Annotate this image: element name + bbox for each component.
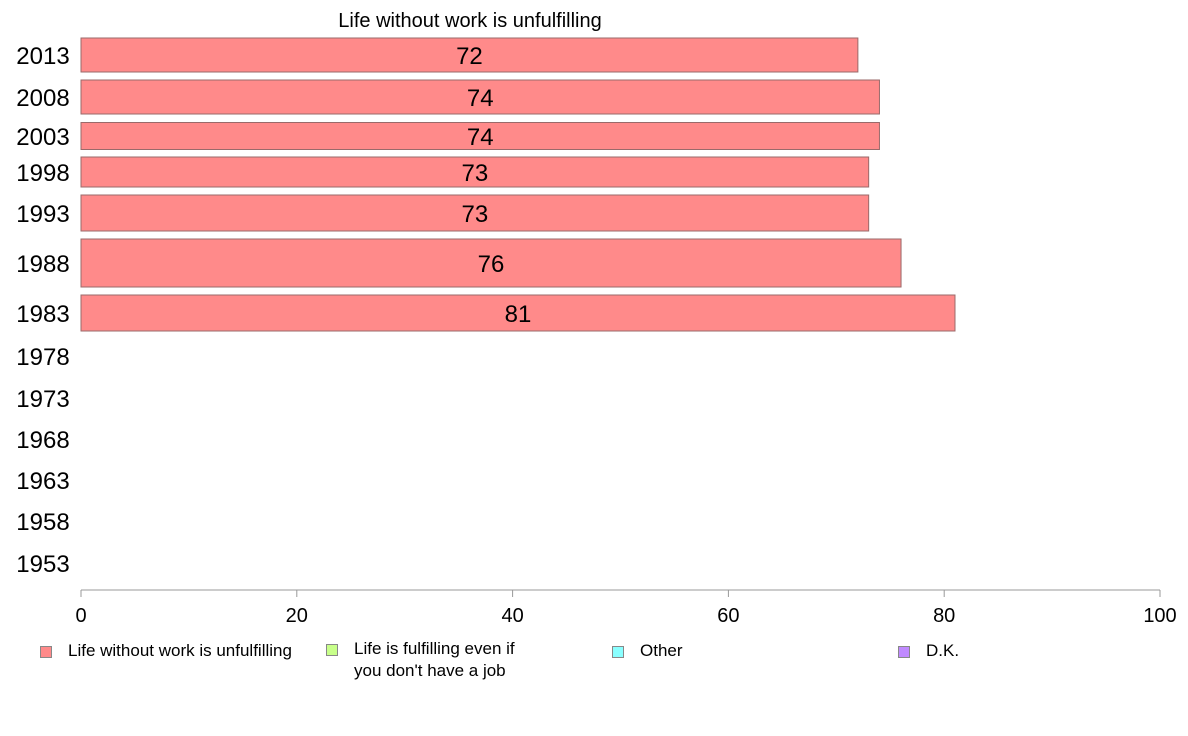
bar-2003 xyxy=(80,122,880,150)
bar-1993 xyxy=(80,194,870,232)
x-tick-label-100: 100 xyxy=(1143,605,1176,627)
bar-value-label-1993: 73 xyxy=(461,201,488,228)
bar-2008 xyxy=(80,79,880,115)
year-label-2003: 2003 xyxy=(16,124,69,151)
bar-value-label-1998: 73 xyxy=(461,160,488,187)
bar-value-label-1983: 81 xyxy=(505,301,532,328)
legend-label-dk: D.K. xyxy=(926,641,960,660)
bar-value-label-1988: 76 xyxy=(478,251,505,278)
x-tick-label-80: 80 xyxy=(933,605,955,627)
year-label-1993: 1993 xyxy=(16,201,69,228)
legend-swatch-unfulfilling xyxy=(40,646,52,658)
x-tick-label-20: 20 xyxy=(286,605,308,627)
bar-1988 xyxy=(80,238,902,288)
legend-label-fulfilling: Life is fulfilling even if you don't hav… xyxy=(354,639,515,680)
x-axis: 0 20 40 60 80 100 xyxy=(75,589,1177,627)
year-label-1988: 1988 xyxy=(16,251,69,278)
year-label-1958: 1958 xyxy=(16,509,69,536)
legend-item-other: Other xyxy=(612,640,683,662)
legend-swatch-fulfilling xyxy=(326,644,338,656)
chart-title: Life without work is unfulfilling xyxy=(338,10,601,32)
legend-item-fulfilling: Life is fulfilling even if you don't hav… xyxy=(326,638,515,682)
year-label-1998: 1998 xyxy=(16,160,69,187)
year-label-1983: 1983 xyxy=(16,301,69,328)
bar-1998 xyxy=(80,156,870,188)
legend-swatch-other xyxy=(612,646,624,658)
legend-swatch-dk xyxy=(898,646,910,658)
year-label-2008: 2008 xyxy=(16,85,69,112)
year-label-1968: 1968 xyxy=(16,427,69,454)
legend-label-unfulfilling: Life without work is unfulfilling xyxy=(68,641,292,660)
x-tick-label-60: 60 xyxy=(717,605,739,627)
bar-value-label-2003: 74 xyxy=(467,124,494,151)
year-label-1973: 1973 xyxy=(16,386,69,413)
bar-2013 xyxy=(80,37,859,73)
legend-item-dk: D.K. xyxy=(898,640,959,662)
year-label-2013: 2013 xyxy=(16,43,69,70)
legend-item-unfulfilling: Life without work is unfulfilling xyxy=(40,640,292,662)
year-label-1978: 1978 xyxy=(16,344,69,371)
x-tick-label-0: 0 xyxy=(75,605,86,627)
legend-label-other: Other xyxy=(640,641,683,660)
bar-value-label-2008: 74 xyxy=(467,85,494,112)
bar-1983 xyxy=(80,294,956,332)
bar-value-label-2013: 72 xyxy=(456,43,483,70)
year-label-1963: 1963 xyxy=(16,468,69,495)
year-labels-group: 2013 2008 2003 1998 1993 1988 1983 1978 1973 1968… xyxy=(16,43,69,578)
year-label-1953: 1953 xyxy=(16,551,69,578)
legend: Life without work is unfulfilling Life i… xyxy=(0,638,1188,690)
x-tick-label-40: 40 xyxy=(501,605,523,627)
